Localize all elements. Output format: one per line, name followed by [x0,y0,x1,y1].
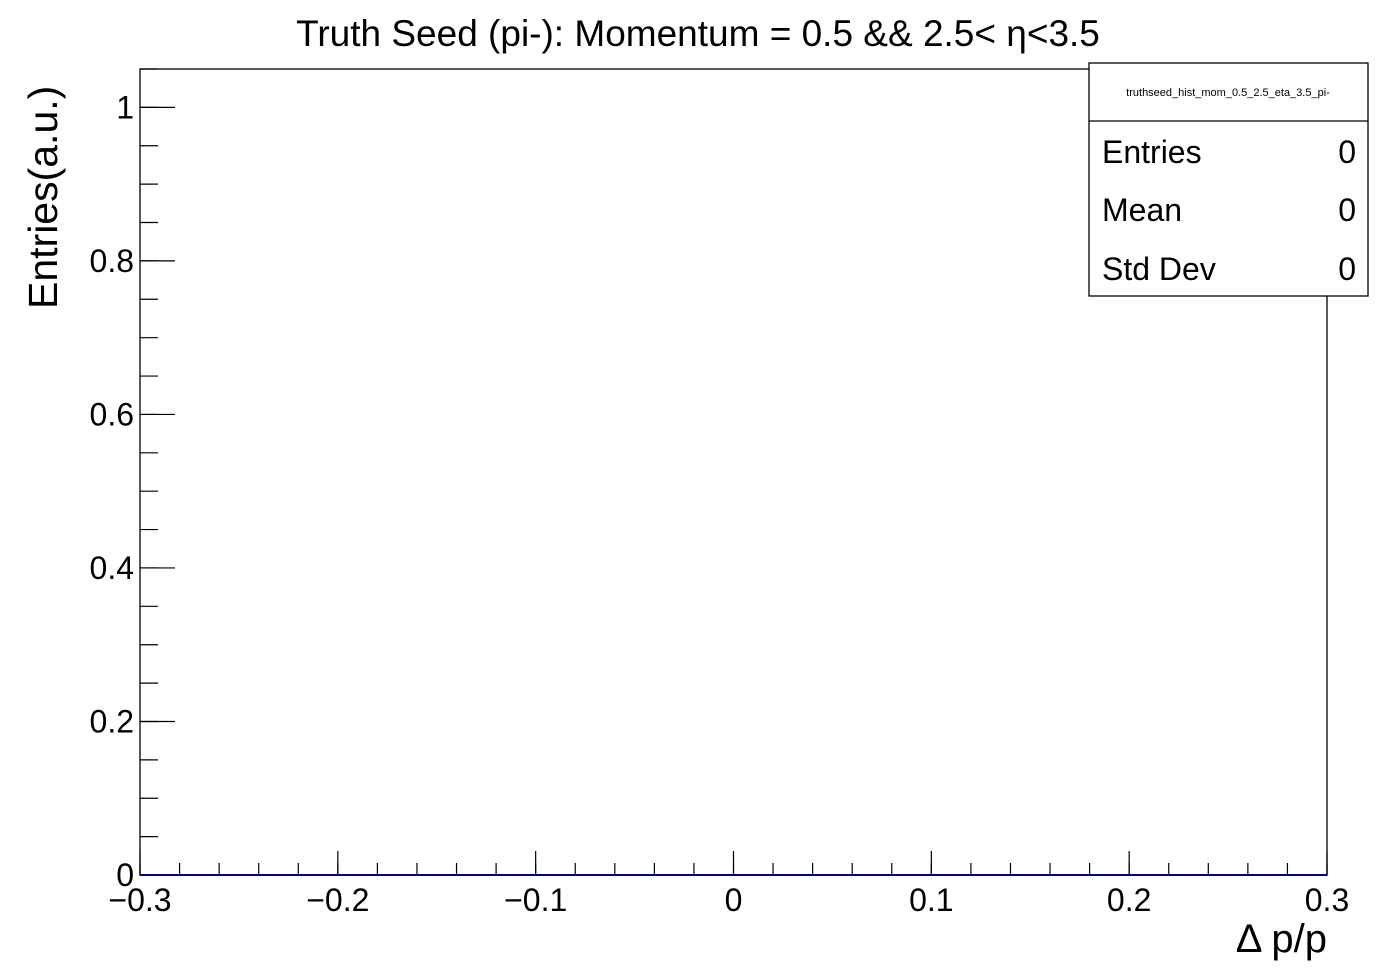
y-tick-label: 0 [116,857,134,893]
x-tick-label: 0.2 [1107,882,1151,918]
stats-mean-label: Mean [1102,192,1182,228]
stats-box: truthseed_hist_mom_0.5_2.5_eta_3.5_pi- E… [1088,62,1369,297]
x-tick-label: −0.1 [504,882,567,918]
x-axis-label: Δ p/p [1236,917,1327,961]
chart-title: Truth Seed (pi-): Momentum = 0.5 && 2.5<… [296,13,1100,54]
y-tick-label: 0.2 [90,703,134,739]
y-axis-label: Entries(a.u.) [20,86,66,309]
stats-box-frame [1088,62,1369,297]
y-tick-label: 1 [116,89,134,125]
stats-mean-value: 0 [1338,192,1356,228]
stats-entries-value: 0 [1338,134,1356,170]
x-tick-label: −0.3 [108,882,171,918]
stats-stddev-value: 0 [1338,251,1356,287]
x-axis-tick-labels: −0.3 −0.2 −0.1 0 0.1 0.2 0.3 [108,882,1349,918]
x-tick-label: 0.3 [1305,882,1349,918]
x-tick-label: 0.1 [909,882,953,918]
x-axis-ticks [139,851,1328,875]
y-tick-label: 0.6 [90,396,134,432]
stats-box-histogram-name: truthseed_hist_mom_0.5_2.5_eta_3.5_pi- [1126,87,1330,99]
y-tick-label: 0.8 [90,243,134,279]
stats-entries-label: Entries [1102,134,1202,170]
y-axis-tick-labels: 0 0.2 0.4 0.6 0.8 1 [90,89,134,893]
y-tick-label: 0.4 [90,550,134,586]
stats-stddev-label: Std Dev [1102,251,1216,287]
x-tick-label: −0.2 [306,882,369,918]
x-tick-label: 0 [725,882,743,918]
